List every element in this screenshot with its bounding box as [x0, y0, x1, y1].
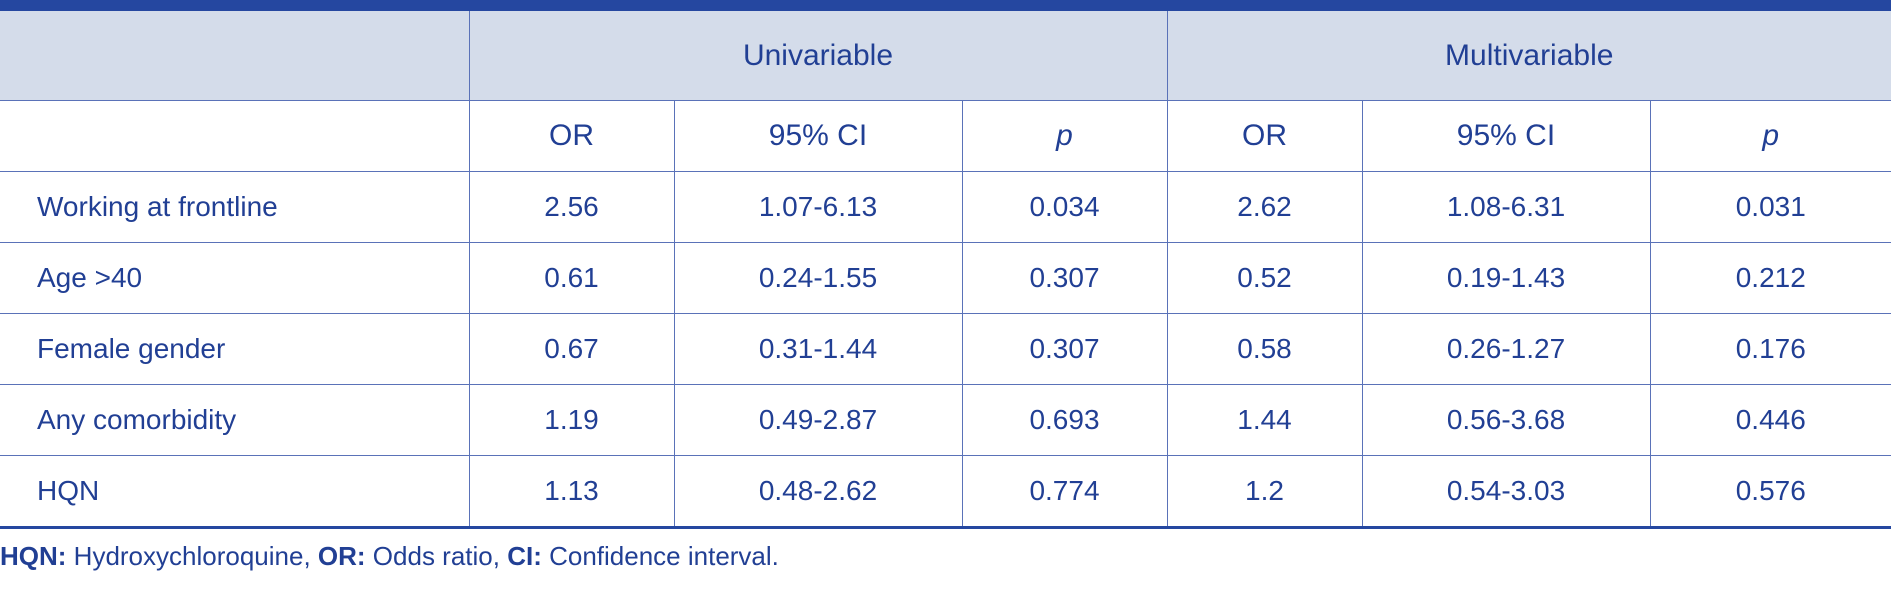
- table-row: Age >40 0.61 0.24-1.55 0.307 0.52 0.19-1…: [0, 242, 1891, 314]
- col-header-multi-or: OR: [1166, 100, 1363, 172]
- cell-uni-p: 0.693: [961, 384, 1168, 456]
- row-label: Working at frontline: [0, 171, 470, 243]
- footnote-def-or: Odds ratio,: [365, 541, 508, 571]
- cell-uni-ci: 0.49-2.87: [673, 384, 963, 456]
- col-header-multi-ci: 95% CI: [1361, 100, 1651, 172]
- cell-multi-or: 0.58: [1166, 313, 1363, 385]
- table-row: Working at frontline 2.56 1.07-6.13 0.03…: [0, 171, 1891, 243]
- empty-label-header-cell: [0, 100, 470, 172]
- cell-uni-ci: 1.07-6.13: [673, 171, 963, 243]
- row-label: HQN: [0, 455, 470, 529]
- cell-uni-p: 0.307: [961, 242, 1168, 314]
- cell-uni-or: 1.13: [468, 455, 675, 529]
- table-row: Female gender 0.67 0.31-1.44 0.307 0.58 …: [0, 313, 1891, 385]
- cell-uni-ci: 0.48-2.62: [673, 455, 963, 529]
- footnote-def-ci: Confidence interval.: [541, 541, 779, 571]
- cell-multi-p: 0.212: [1649, 242, 1891, 314]
- group-header-row: Univariable Multivariable: [0, 11, 1891, 101]
- top-accent-bar: [0, 0, 1891, 11]
- results-table: Univariable Multivariable OR 95% CI p OR…: [0, 11, 1891, 529]
- cell-uni-or: 0.67: [468, 313, 675, 385]
- cell-multi-ci: 0.54-3.03: [1361, 455, 1651, 529]
- cell-multi-ci: 0.56-3.68: [1361, 384, 1651, 456]
- cell-uni-ci: 0.24-1.55: [673, 242, 963, 314]
- cell-multi-or: 1.44: [1166, 384, 1363, 456]
- cell-multi-or: 0.52: [1166, 242, 1363, 314]
- cell-uni-p: 0.774: [961, 455, 1168, 529]
- footnote-abbr-or: OR:: [317, 541, 366, 571]
- cell-uni-p: 0.034: [961, 171, 1168, 243]
- row-label: Any comorbidity: [0, 384, 470, 456]
- footnote-abbr-hqn: HQN:: [0, 541, 67, 571]
- column-header-row: OR 95% CI p OR 95% CI p: [0, 100, 1891, 172]
- group-header-univariable: Univariable: [468, 11, 1168, 101]
- cell-multi-or: 2.62: [1166, 171, 1363, 243]
- cell-uni-ci: 0.31-1.44: [673, 313, 963, 385]
- cell-multi-p: 0.176: [1649, 313, 1891, 385]
- table-row: HQN 1.13 0.48-2.62 0.774 1.2 0.54-3.03 0…: [0, 455, 1891, 529]
- cell-multi-ci: 0.26-1.27: [1361, 313, 1651, 385]
- cell-uni-or: 1.19: [468, 384, 675, 456]
- col-header-uni-ci: 95% CI: [673, 100, 963, 172]
- cell-multi-p: 0.446: [1649, 384, 1891, 456]
- cell-multi-ci: 0.19-1.43: [1361, 242, 1651, 314]
- footnote-def-hqn: Hydroxychloroquine,: [66, 541, 318, 571]
- footnote-abbr-ci: CI:: [507, 541, 542, 571]
- cell-multi-p: 0.031: [1649, 171, 1891, 243]
- empty-corner-cell: [0, 11, 470, 101]
- cell-multi-or: 1.2: [1166, 455, 1363, 529]
- cell-multi-ci: 1.08-6.31: [1361, 171, 1651, 243]
- cell-uni-or: 0.61: [468, 242, 675, 314]
- group-header-multivariable: Multivariable: [1166, 11, 1891, 101]
- col-header-uni-or: OR: [468, 100, 675, 172]
- row-label: Female gender: [0, 313, 470, 385]
- cell-multi-p: 0.576: [1649, 455, 1891, 529]
- col-header-multi-p: p: [1649, 100, 1891, 172]
- table-row: Any comorbidity 1.19 0.49-2.87 0.693 1.4…: [0, 384, 1891, 456]
- col-header-uni-p: p: [961, 100, 1168, 172]
- cell-uni-or: 2.56: [468, 171, 675, 243]
- cell-uni-p: 0.307: [961, 313, 1168, 385]
- table-footnote: HQN: Hydroxychloroquine, OR: Odds ratio,…: [0, 541, 779, 572]
- row-label: Age >40: [0, 242, 470, 314]
